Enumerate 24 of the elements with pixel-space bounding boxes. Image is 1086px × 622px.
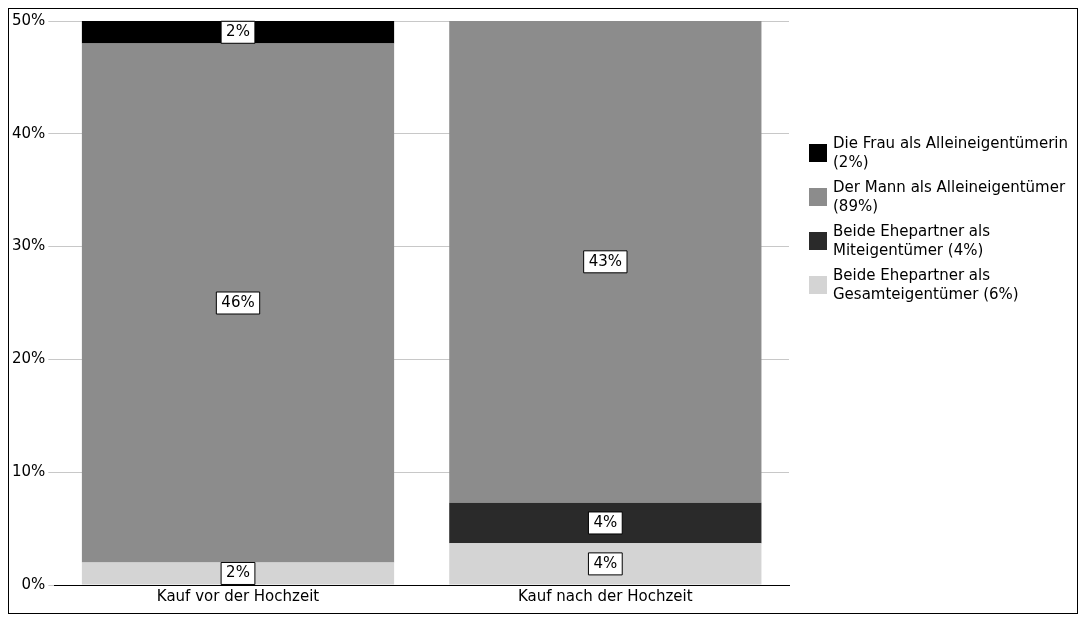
y-tick-label: 0% [21, 574, 46, 593]
y-tick-label: 50% [12, 10, 46, 29]
bar [81, 562, 395, 585]
data-label: 2% [226, 22, 250, 41]
x-tick-label: Kauf vor der Hochzeit [156, 586, 320, 605]
bar [81, 43, 395, 563]
bar [449, 543, 762, 585]
data-label: 4% [593, 512, 618, 531]
bar [449, 21, 762, 503]
legend-label: Der Mann als Alleineigentümer (89%) [833, 178, 1067, 216]
y-tick-label: 40% [12, 123, 46, 142]
y-tick-label: 20% [12, 349, 46, 368]
data-label: 46% [221, 292, 255, 311]
data-label: 43% [588, 251, 623, 270]
legend-label: Beide Ehepartner als Miteigentümer (4%) [833, 222, 992, 260]
y-tick-label: 30% [12, 236, 46, 255]
bar [449, 502, 762, 544]
legend-label: Die Frau als Alleineigentümerin (2%) [833, 134, 1069, 172]
data-label: 4% [593, 553, 618, 572]
data-label: 2% [226, 563, 250, 582]
x-tick-label: Kauf nach der Hochzeit [518, 586, 693, 605]
legend-label: Beide Ehepartner als Gesamteigentümer (6%) [833, 266, 1020, 304]
bar [81, 21, 395, 44]
y-tick-label: 10% [12, 462, 46, 481]
